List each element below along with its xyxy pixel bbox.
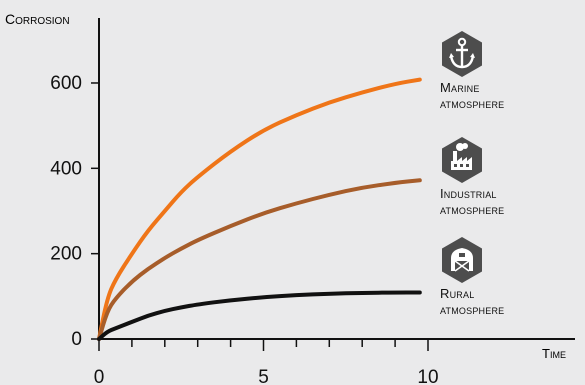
legend-label-industrial: Industrial atmosphere <box>440 186 550 218</box>
x-tick-label: 10 <box>417 367 438 385</box>
y-tick-label: 400 <box>50 158 82 179</box>
legend-line2: atmosphere <box>440 96 505 111</box>
y-tick-label: 200 <box>50 244 82 265</box>
legend-line2: atmosphere <box>440 302 505 317</box>
y-axis-label: Corrosion <box>5 11 70 27</box>
y-tick-label: 600 <box>50 73 82 94</box>
anchor-icon <box>442 31 482 77</box>
y-tick-label: 0 <box>71 329 82 350</box>
x-tick-label: 5 <box>258 367 269 385</box>
legend-rural: Rural atmosphere <box>440 236 550 318</box>
legend-industrial: Industrial atmosphere <box>440 136 550 218</box>
series-line-industrial <box>97 178 422 341</box>
legend-line1: Rural <box>440 286 475 301</box>
series-line-rural <box>97 290 422 341</box>
legend-line1: Marine <box>440 80 480 95</box>
barn-icon <box>442 237 482 283</box>
legend-label-marine: Marine atmosphere <box>440 80 550 112</box>
x-tick-label: 0 <box>94 367 105 385</box>
legend-label-rural: Rural atmosphere <box>440 286 550 318</box>
x-axis-label: Time <box>542 346 566 361</box>
series-layer <box>97 77 422 341</box>
legend-line2: atmosphere <box>440 202 505 217</box>
axes: 0 200 400 600 0 5 10 <box>50 18 575 385</box>
legend-line1: Industrial <box>440 186 497 201</box>
legend-marine: Marine atmosphere <box>440 30 550 112</box>
series-line-marine <box>97 77 422 341</box>
factory-icon <box>442 137 482 183</box>
